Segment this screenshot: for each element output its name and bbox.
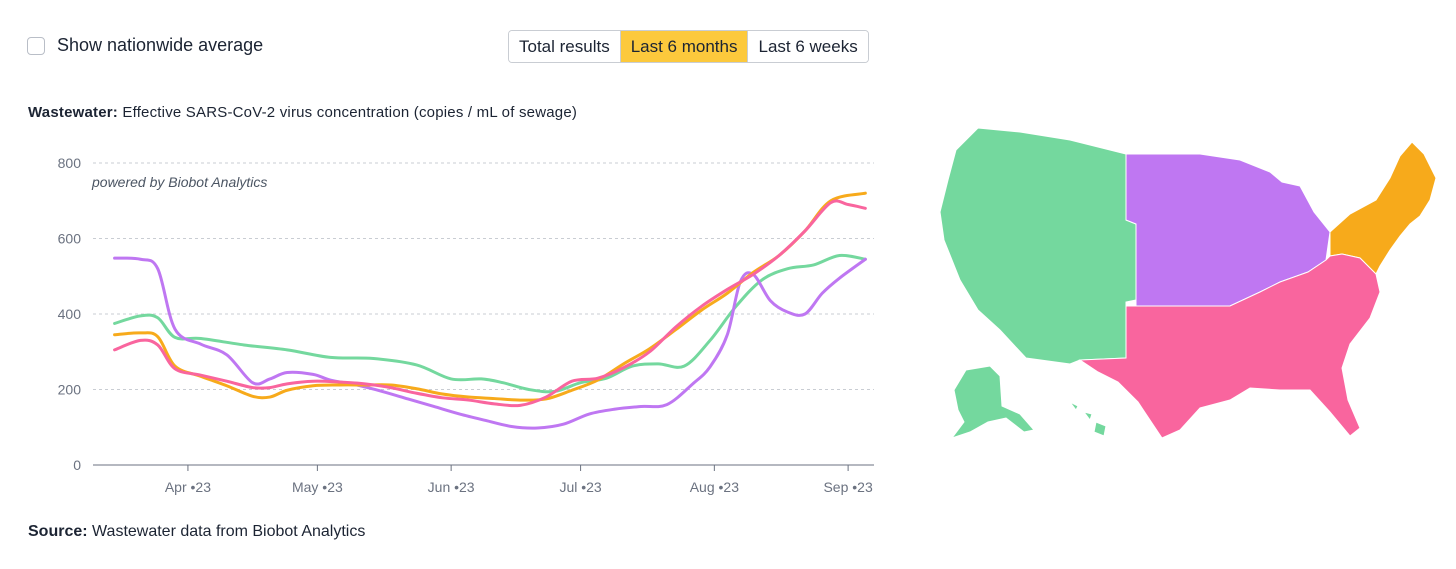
x-tick-label: Jun •23 — [428, 479, 475, 495]
us-regions-map — [939, 127, 1437, 439]
series-line-south[interactable] — [113, 199, 867, 408]
y-tick-label: 800 — [58, 155, 82, 171]
x-tick-label: Apr •23 — [165, 479, 211, 495]
map-region-alaska[interactable] — [950, 365, 1035, 439]
map-region-west[interactable] — [939, 127, 1137, 365]
nationwide-average-label: Show nationwide average — [57, 35, 264, 55]
chart-series — [113, 191, 867, 430]
time-range-selector: Total results Last 6 months Last 6 weeks — [508, 30, 869, 63]
source-bold: Source: — [28, 523, 88, 540]
subtitle-text: Effective SARS-CoV-2 virus concentration… — [122, 104, 578, 121]
map-region-south[interactable] — [1078, 253, 1381, 439]
tab-last-6-months[interactable]: Last 6 months — [620, 31, 749, 62]
chart-subtitle: Wastewater: Effective SARS-CoV-2 virus c… — [28, 104, 577, 121]
series-line-midwest[interactable] — [113, 256, 867, 430]
nationwide-average-toggle[interactable]: Show nationwide average — [27, 35, 263, 56]
x-tick-label: May •23 — [292, 479, 343, 495]
y-tick-label: 0 — [73, 457, 81, 473]
x-tick-label: Sep •23 — [823, 479, 872, 495]
source-note: Source: Wastewater data from Biobot Anal… — [28, 523, 365, 541]
map-region-hawaii[interactable] — [1069, 401, 1107, 437]
x-tick-label: Jul •23 — [559, 479, 601, 495]
y-tick-label: 400 — [58, 306, 82, 322]
y-tick-label: 200 — [58, 382, 82, 398]
x-axis-ticks: Apr •23 May •23 Jun •23 Jul •23 Aug •23 Sep •… — [165, 465, 873, 495]
x-tick-label: Aug •23 — [690, 479, 739, 495]
tab-total-results[interactable]: Total results — [509, 31, 621, 62]
source-text: Wastewater data from Biobot Analytics — [92, 523, 366, 540]
tab-last-6-weeks[interactable]: Last 6 weeks — [748, 31, 868, 62]
wastewater-line-chart: 0 200 400 600 800 Apr •23 May •23 Jun •23 Jul •… — [58, 155, 874, 495]
chart-grid — [93, 162, 874, 466]
nationwide-average-checkbox[interactable] — [27, 36, 45, 55]
subtitle-bold: Wastewater: — [28, 104, 119, 121]
series-line-west[interactable] — [113, 253, 867, 394]
y-axis-ticks: 0 200 400 600 800 — [58, 155, 82, 473]
powered-by-note: powered by Biobot Analytics — [91, 174, 267, 190]
series-line-northeast[interactable] — [113, 191, 867, 402]
y-tick-label: 600 — [58, 231, 82, 247]
map-region-northeast[interactable] — [1329, 141, 1437, 275]
